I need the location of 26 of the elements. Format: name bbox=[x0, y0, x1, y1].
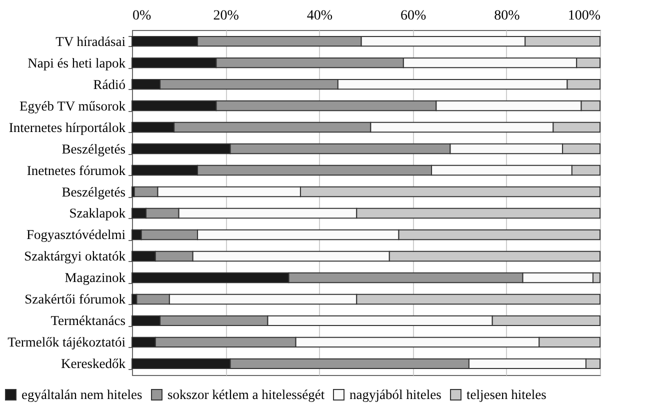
x-tick-label: 100% bbox=[568, 8, 601, 24]
y-tick-label: Szaklapok bbox=[69, 206, 126, 221]
y-tick-label: Magazinok bbox=[64, 270, 126, 286]
legend-label: egyáltalán nem hiteles bbox=[22, 386, 142, 402]
legend-label: sokszor kétlem a hitelességét bbox=[168, 386, 325, 402]
x-tick-label: 0% bbox=[132, 8, 152, 24]
y-tick-label: Rádió bbox=[93, 76, 126, 92]
y-tick-label: Szakértői fórumok bbox=[24, 292, 126, 307]
y-tick-label: Terméktanács bbox=[50, 313, 126, 328]
x-tick-label: 20% bbox=[213, 8, 240, 24]
y-tick-label: Termelők tájékoztatói bbox=[8, 334, 126, 350]
legend-label: teljesen hiteles bbox=[466, 386, 546, 402]
x-tick-label: 80% bbox=[494, 8, 520, 24]
y-tick-label: TV híradásai bbox=[56, 34, 126, 49]
y-tick-label: Kereskedők bbox=[61, 356, 126, 372]
x-tick-label: 40% bbox=[306, 8, 333, 24]
y-tick-label: Fogyasztóvédelmi bbox=[26, 227, 126, 242]
y-tick-label: Egyéb TV műsorok bbox=[20, 98, 126, 114]
legend-label: nagyjából hiteles bbox=[350, 386, 442, 402]
y-tick-label: Szaktárgyi oktatók bbox=[24, 248, 126, 264]
y-tick-label: Inetnetes fórumok bbox=[26, 162, 126, 178]
y-tick-label: Beszélgetés bbox=[62, 141, 126, 156]
y-tick-label: Internetes hírportálok bbox=[8, 120, 126, 135]
y-tick-label: Beszélgetés bbox=[62, 184, 126, 200]
y-tick-label: Napi és heti lapok bbox=[28, 55, 126, 70]
x-tick-label: 60% bbox=[400, 8, 426, 24]
